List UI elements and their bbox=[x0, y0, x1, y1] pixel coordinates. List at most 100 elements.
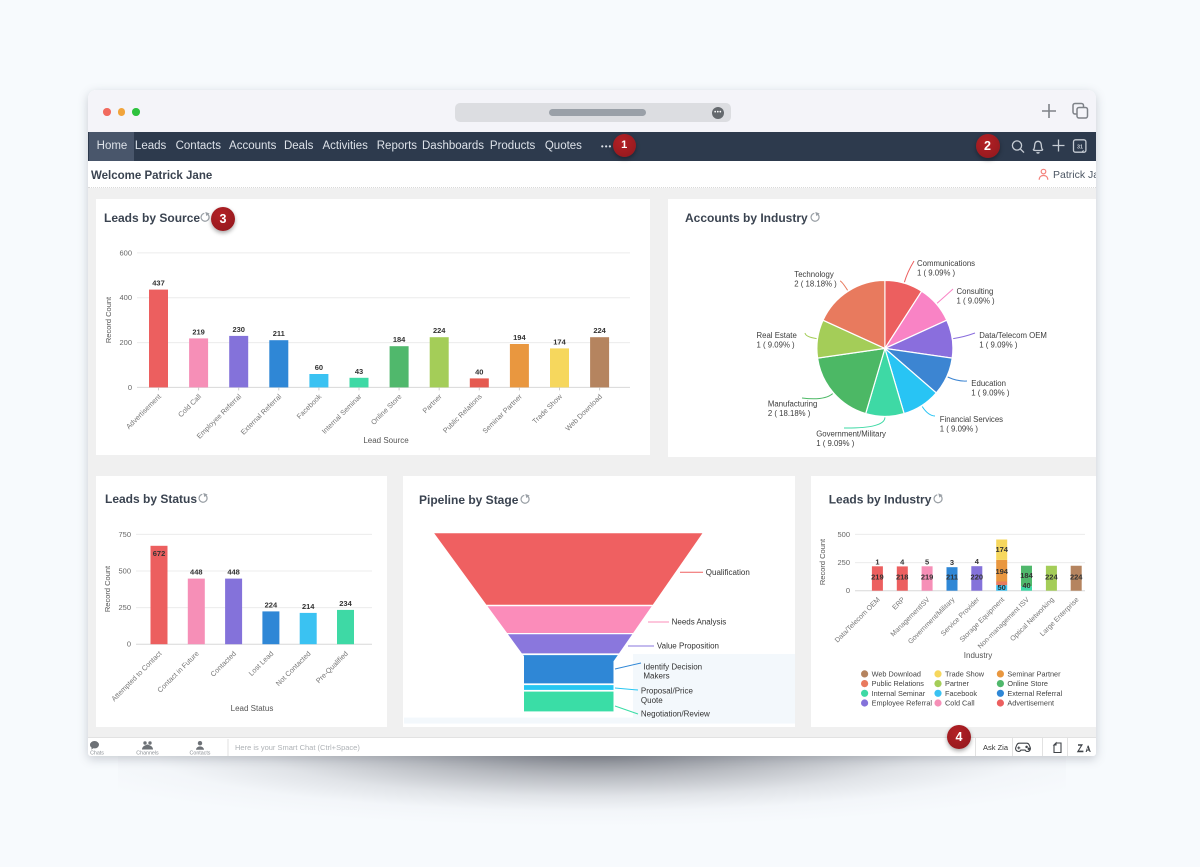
svg-text:Leads by Industry: Leads by Industry bbox=[829, 493, 932, 507]
svg-text:194: 194 bbox=[995, 567, 1008, 576]
svg-text:224: 224 bbox=[1070, 573, 1083, 582]
svg-text:224: 224 bbox=[1045, 573, 1058, 582]
svg-text:1 ( 9.09% ): 1 ( 9.09% ) bbox=[939, 424, 978, 433]
svg-text:400: 400 bbox=[119, 293, 132, 302]
svg-text:0: 0 bbox=[846, 586, 850, 595]
svg-text:219: 219 bbox=[192, 327, 205, 336]
svg-text:Online Store: Online Store bbox=[369, 392, 404, 427]
svg-text:0: 0 bbox=[127, 640, 131, 649]
svg-text:Makers: Makers bbox=[643, 672, 669, 681]
svg-text:Cold Call: Cold Call bbox=[176, 392, 203, 419]
svg-text:219: 219 bbox=[921, 573, 934, 582]
svg-text:184: 184 bbox=[393, 335, 406, 344]
svg-text:Leads by Source: Leads by Source bbox=[104, 211, 200, 225]
svg-text:214: 214 bbox=[302, 602, 315, 611]
svg-text:Technology: Technology bbox=[794, 270, 834, 279]
svg-text:Value Proposition: Value Proposition bbox=[657, 642, 719, 651]
svg-text:2 ( 18.18% ): 2 ( 18.18% ) bbox=[767, 409, 810, 418]
svg-text:1: 1 bbox=[875, 558, 879, 567]
svg-text:Optical Networking: Optical Networking bbox=[1009, 597, 1056, 644]
svg-text:211: 211 bbox=[273, 329, 285, 338]
svg-text:200: 200 bbox=[119, 338, 132, 347]
svg-text:1 ( 9.09% ): 1 ( 9.09% ) bbox=[956, 296, 995, 305]
svg-text:224: 224 bbox=[593, 326, 606, 335]
svg-text:Record Count: Record Count bbox=[104, 296, 113, 343]
svg-text:Internal Seminar: Internal Seminar bbox=[872, 689, 926, 698]
svg-text:Contacts: Contacts bbox=[190, 751, 211, 757]
svg-text:4: 4 bbox=[900, 558, 905, 567]
svg-text:220: 220 bbox=[971, 573, 984, 582]
svg-text:Communications: Communications bbox=[917, 259, 975, 268]
svg-text:234: 234 bbox=[339, 599, 352, 608]
svg-text:219: 219 bbox=[871, 573, 884, 582]
svg-text:Facebook: Facebook bbox=[945, 689, 977, 698]
svg-text:Web Download: Web Download bbox=[872, 670, 921, 679]
svg-text:Cold Call: Cold Call bbox=[945, 699, 975, 708]
svg-text:224: 224 bbox=[265, 601, 278, 610]
svg-text:Chats: Chats bbox=[90, 751, 104, 757]
svg-text:43: 43 bbox=[355, 367, 363, 376]
svg-text:230: 230 bbox=[232, 325, 245, 334]
svg-text:2 ( 18.18% ): 2 ( 18.18% ) bbox=[794, 279, 837, 288]
svg-text:60: 60 bbox=[315, 363, 323, 372]
svg-text:672: 672 bbox=[153, 549, 166, 558]
svg-text:Lost Lead: Lost Lead bbox=[247, 649, 276, 678]
svg-text:Internal Seminar: Internal Seminar bbox=[320, 392, 364, 436]
svg-text:Data/Telecom OEM: Data/Telecom OEM bbox=[979, 331, 1047, 340]
svg-text:Seminar Partner: Seminar Partner bbox=[1007, 670, 1061, 679]
svg-text:Quote: Quote bbox=[641, 696, 663, 705]
svg-text:Web Download: Web Download bbox=[563, 392, 604, 433]
svg-text:Channels: Channels bbox=[136, 751, 159, 757]
svg-text:31: 31 bbox=[1077, 144, 1083, 150]
svg-text:600: 600 bbox=[119, 248, 132, 257]
svg-text:184: 184 bbox=[1020, 571, 1033, 580]
svg-text:Partner: Partner bbox=[421, 392, 444, 415]
svg-text:Not Contacted: Not Contacted bbox=[274, 649, 313, 688]
svg-text:218: 218 bbox=[896, 573, 909, 582]
svg-text:Advertisement: Advertisement bbox=[1007, 699, 1054, 708]
svg-text:250: 250 bbox=[118, 603, 131, 612]
svg-text:174: 174 bbox=[553, 337, 566, 346]
svg-text:Public Relations: Public Relations bbox=[441, 392, 484, 435]
svg-text:Pre-Qualified: Pre-Qualified bbox=[314, 649, 350, 685]
svg-text:5: 5 bbox=[925, 558, 929, 567]
svg-text:Pipeline by Stage: Pipeline by Stage bbox=[419, 493, 519, 507]
svg-text:Industry: Industry bbox=[964, 651, 992, 660]
svg-text:437: 437 bbox=[152, 279, 165, 288]
svg-text:Record Count: Record Count bbox=[818, 538, 827, 585]
svg-text:Partner: Partner bbox=[945, 679, 969, 688]
svg-text:1 ( 9.09% ): 1 ( 9.09% ) bbox=[917, 268, 956, 277]
svg-text:Negotiation/Review: Negotiation/Review bbox=[641, 710, 710, 719]
svg-text:40: 40 bbox=[1022, 581, 1030, 590]
svg-text:Trade Show: Trade Show bbox=[945, 670, 985, 679]
svg-text:1 ( 9.09% ): 1 ( 9.09% ) bbox=[971, 388, 1010, 397]
svg-text:Seminar Partner: Seminar Partner bbox=[480, 392, 524, 436]
svg-text:Advertisement: Advertisement bbox=[124, 392, 163, 431]
svg-text:448: 448 bbox=[190, 568, 203, 577]
svg-text:40: 40 bbox=[475, 367, 483, 376]
svg-text:1 ( 9.09% ): 1 ( 9.09% ) bbox=[979, 340, 1018, 349]
svg-text:Employee Referral: Employee Referral bbox=[872, 699, 933, 708]
svg-text:Trade Show: Trade Show bbox=[530, 391, 564, 425]
svg-text:Lead Status: Lead Status bbox=[231, 704, 274, 713]
svg-text:ERP: ERP bbox=[891, 597, 906, 612]
svg-text:Education: Education bbox=[971, 379, 1006, 388]
svg-text:External Referral: External Referral bbox=[239, 392, 284, 437]
svg-text:4: 4 bbox=[975, 557, 980, 566]
svg-text:Proposal/Price: Proposal/Price bbox=[641, 687, 694, 696]
svg-text:Storage Equipment: Storage Equipment bbox=[959, 597, 1006, 644]
svg-text:Manufacturing: Manufacturing bbox=[767, 400, 816, 409]
svg-text:194: 194 bbox=[513, 333, 526, 342]
svg-text:Government/Military: Government/Military bbox=[907, 596, 957, 646]
svg-text:50: 50 bbox=[998, 583, 1006, 592]
svg-text:Lead Source: Lead Source bbox=[363, 436, 409, 445]
svg-text:Data/Telecom OEM: Data/Telecom OEM bbox=[834, 597, 882, 645]
svg-text:211: 211 bbox=[946, 573, 958, 582]
svg-text:1 ( 9.09% ): 1 ( 9.09% ) bbox=[816, 439, 855, 448]
svg-text:448: 448 bbox=[227, 568, 240, 577]
svg-text:1 ( 9.09% ): 1 ( 9.09% ) bbox=[756, 340, 795, 349]
svg-text:Contacted: Contacted bbox=[208, 649, 238, 679]
svg-text:750: 750 bbox=[118, 530, 131, 539]
svg-text:174: 174 bbox=[995, 545, 1008, 554]
svg-text:Record Count: Record Count bbox=[103, 565, 112, 612]
